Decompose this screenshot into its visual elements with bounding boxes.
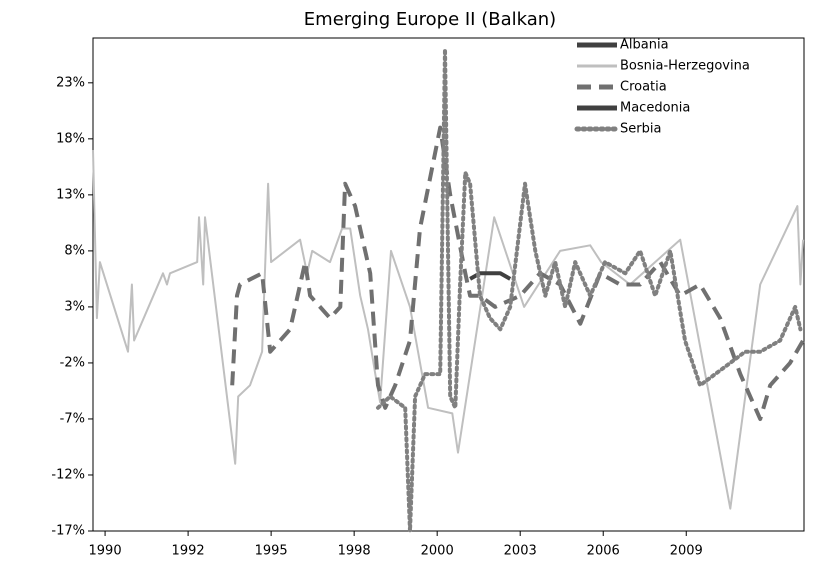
x-tick-label: 1990 <box>89 544 122 559</box>
chart-title: Emerging Europe II (Balkan) <box>304 9 556 30</box>
y-tick-label: 13% <box>56 187 85 202</box>
y-tick-label: 23% <box>56 75 85 90</box>
y-tick-label: -2% <box>60 355 85 370</box>
legend-label: Albania <box>620 38 669 53</box>
y-tick-label: -12% <box>51 467 85 482</box>
series-line <box>376 47 803 533</box>
legend-label: Bosnia-Herzegovina <box>620 59 750 74</box>
x-tick-label: 2009 <box>670 544 703 559</box>
x-tick-label: 1998 <box>338 544 371 559</box>
x-tick-label: 2003 <box>504 544 537 559</box>
series-line <box>469 271 512 281</box>
y-tick-label: -17% <box>51 524 85 539</box>
y-tick-label: 8% <box>64 243 85 258</box>
legend-label: Serbia <box>620 122 661 137</box>
x-tick-label: 1992 <box>172 544 205 559</box>
y-tick-label: 3% <box>64 299 85 314</box>
legend-label: Croatia <box>620 80 667 95</box>
x-tick-label: 2006 <box>587 544 620 559</box>
y-tick-label: -7% <box>60 411 85 426</box>
x-tick-label: 1995 <box>255 544 288 559</box>
series-line <box>230 125 805 421</box>
legend-label: Macedonia <box>620 101 690 116</box>
x-tick-label: 2000 <box>421 544 454 559</box>
series-line <box>92 149 805 510</box>
y-tick-label: 18% <box>56 131 85 146</box>
plot-frame <box>92 37 805 532</box>
